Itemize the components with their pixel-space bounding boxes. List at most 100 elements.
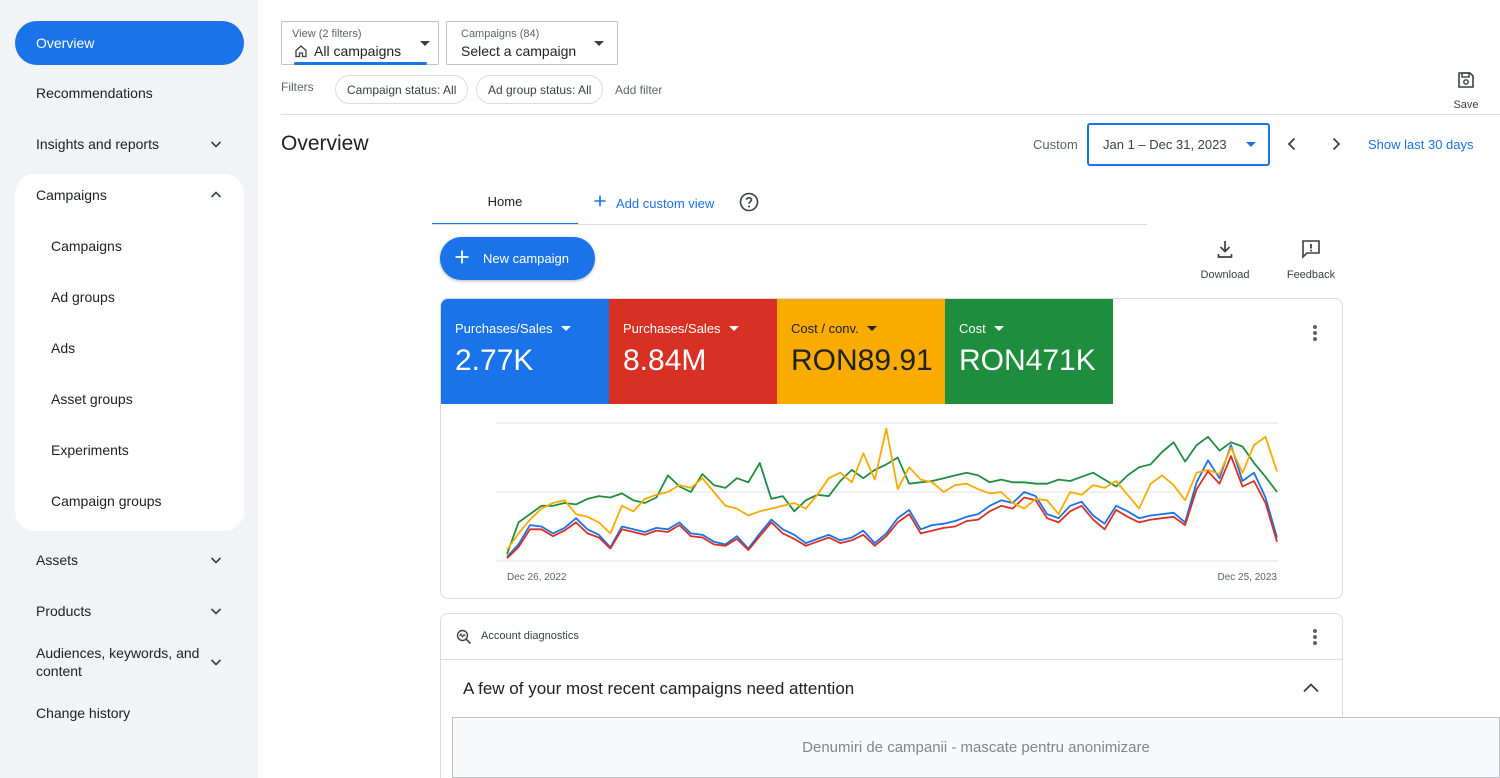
prev-range-button[interactable] [1284, 136, 1300, 157]
caret-down-icon [594, 41, 604, 46]
plus-icon [454, 249, 470, 268]
metric-label-row: Cost / conv. [791, 321, 945, 336]
adgroup-status-chip[interactable]: Ad group status: All [476, 75, 604, 104]
chevron-right-icon [1332, 137, 1341, 151]
caret-down-icon [866, 326, 877, 331]
collapse-button[interactable] [1302, 681, 1320, 700]
caret-down-icon [420, 41, 430, 46]
sidebar-subitem-asset-groups[interactable]: Asset groups [51, 391, 133, 407]
campaigns-nav-group [15, 174, 244, 531]
filters-label: Filters [281, 80, 314, 94]
metric-value: RON471K [959, 344, 1096, 377]
add-custom-view-label: Add custom view [616, 196, 715, 211]
caret-down-icon [728, 326, 739, 331]
sidebar-item-label-line1: Audiences, keywords, and [36, 645, 200, 661]
chart-series-line-3 [506, 427, 1278, 551]
sidebar-item-insights[interactable]: Insights and reports [15, 122, 244, 166]
save-label: Save [1453, 99, 1479, 111]
sidebar-item-campaigns-group[interactable]: Campaigns [15, 173, 244, 217]
custom-label: Custom [1033, 137, 1078, 152]
sidebar-item-label-line2: content [36, 663, 82, 679]
download-button[interactable]: Download [1196, 238, 1254, 281]
home-icon [294, 44, 308, 63]
view-dropdown-value: All campaigns [314, 43, 402, 59]
sidebar-subitem-campaign-groups[interactable]: Campaign groups [51, 493, 162, 509]
caret-down-icon [1246, 142, 1256, 147]
campaign-status-chip[interactable]: Campaign status: All [335, 75, 469, 104]
metric-label: Purchases/Sales [455, 321, 553, 336]
sidebar-item-label: Recommendations [36, 85, 153, 101]
diagnostics-icon [456, 629, 472, 650]
metric-label: Cost [959, 321, 986, 336]
chevron-down-icon [210, 605, 222, 617]
sidebar-subitem-ads[interactable]: Ads [51, 340, 76, 356]
sidebar-item-label: Audiences, keywords, and content [36, 644, 199, 680]
date-range-picker[interactable]: Jan 1 – Dec 31, 2023 [1087, 123, 1270, 166]
x-axis-start-label: Dec 26, 2022 [507, 572, 567, 583]
chevron-left-icon [1287, 137, 1296, 151]
add-custom-view-button[interactable]: Add custom view [593, 194, 714, 213]
download-label: Download [1200, 269, 1250, 281]
diagnostics-divider [441, 659, 1342, 660]
new-campaign-label: New campaign [483, 251, 569, 266]
help-icon[interactable] [739, 192, 759, 217]
sidebar-subitem-experiments[interactable]: Experiments [51, 442, 129, 458]
feedback-label: Feedback [1286, 269, 1336, 281]
chevron-up-icon [210, 189, 222, 201]
add-filter-link[interactable]: Add filter [615, 83, 663, 97]
feedback-button[interactable]: Feedback [1283, 238, 1339, 281]
sidebar-item-label: Overview [36, 35, 95, 51]
plus-icon [593, 194, 607, 213]
chevron-down-icon [210, 138, 222, 150]
caret-down-icon [993, 326, 1004, 331]
campaigns-dropdown-label: Campaigns (84) [461, 28, 540, 40]
metric-card-cost-per-conv[interactable]: Cost / conv. RON89.91 [777, 299, 945, 404]
sidebar-item-audiences[interactable]: Audiences, keywords, and content [15, 640, 244, 684]
page-title: Overview [281, 132, 369, 155]
metric-label: Cost / conv. [791, 321, 859, 336]
sidebar-item-assets[interactable]: Assets [15, 538, 244, 582]
next-range-button[interactable] [1328, 136, 1344, 157]
sidebar-subitem-ad-groups[interactable]: Ad groups [51, 289, 115, 305]
sidebar-item-products[interactable]: Products [15, 589, 244, 633]
show-last-30-days-link[interactable]: Show last 30 days [1368, 137, 1474, 152]
metric-label-row: Purchases/Sales [623, 321, 777, 336]
sidebar-item-change-history[interactable]: Change history [15, 691, 244, 735]
metric-value: 8.84M [623, 344, 707, 377]
anonymization-overlay: Denumiri de campanii - mascate pentru an… [452, 717, 1500, 778]
save-button[interactable]: Save [1448, 70, 1484, 111]
sidebar-item-recommendations[interactable]: Recommendations [15, 71, 244, 115]
chevron-down-icon [210, 656, 222, 668]
sidebar-item-label: Campaigns [36, 187, 107, 203]
sidebar-item-label: Assets [36, 552, 79, 568]
metric-card-cost[interactable]: Cost RON471K [945, 299, 1113, 404]
new-campaign-button[interactable]: New campaign [440, 237, 595, 280]
view-dropdown-label: View (2 filters) [292, 28, 362, 40]
diagnostics-heading: A few of your most recent campaigns need… [463, 679, 855, 698]
view-underline [294, 62, 427, 65]
more-vert-icon[interactable] [1313, 325, 1317, 343]
sidebar-subitem-campaigns[interactable]: Campaigns [51, 238, 122, 254]
caret-down-icon [560, 326, 571, 331]
metric-card-purchases[interactable]: Purchases/Sales 2.77K [441, 299, 609, 404]
sidebar-item-overview[interactable]: Overview [15, 21, 244, 65]
view-dropdown[interactable]: View (2 filters) All campaigns [281, 21, 439, 65]
chevron-up-icon [1303, 683, 1319, 693]
tab-home[interactable]: Home [432, 186, 578, 225]
date-range-value: Jan 1 – Dec 31, 2023 [1103, 137, 1227, 152]
performance-chart: Dec 26, 2022 Dec 25, 2023 [496, 422, 1278, 583]
download-icon [1215, 238, 1235, 263]
chart-series-line-2 [506, 455, 1278, 559]
campaigns-dropdown[interactable]: Campaigns (84) Select a campaign [446, 21, 618, 65]
chevron-down-icon [210, 554, 222, 566]
chart-series-line-1 [506, 444, 1278, 558]
sidebar: Overview Recommendations Insights and re… [0, 0, 258, 778]
sidebar-item-label: Products [36, 603, 92, 619]
campaigns-dropdown-value: Select a campaign [461, 43, 577, 59]
tabs-divider [432, 224, 1147, 225]
diagnostics-label: Account diagnostics [481, 630, 579, 642]
x-axis-end-label: Dec 25, 2023 [1218, 572, 1278, 583]
metric-card-sales[interactable]: Purchases/Sales 8.84M [609, 299, 777, 404]
sidebar-item-label: Change history [36, 705, 131, 721]
more-vert-icon[interactable] [1313, 629, 1317, 647]
